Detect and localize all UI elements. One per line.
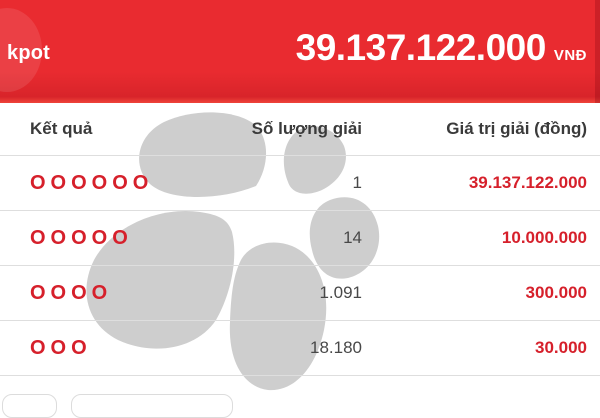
prize-count: 18.180 bbox=[310, 338, 362, 357]
prize-count: 14 bbox=[343, 228, 362, 247]
prize-count: 1.091 bbox=[319, 283, 362, 302]
prize-value: 39.137.122.000 bbox=[468, 173, 587, 192]
prize-value: 300.000 bbox=[525, 283, 587, 302]
match-circles: OOOO bbox=[30, 281, 113, 304]
prize-count: 1 bbox=[352, 173, 362, 192]
match-circles: OOOOO bbox=[30, 226, 133, 249]
jackpot-currency: VNĐ bbox=[553, 47, 587, 64]
jackpot-label: kpot bbox=[7, 42, 51, 64]
header-count: Số lượng giải bbox=[251, 119, 362, 138]
footer-button-large[interactable] bbox=[71, 394, 233, 418]
banner-right-edge bbox=[595, 0, 600, 103]
prize-value: 10.000.000 bbox=[501, 228, 587, 247]
footer-button-small[interactable] bbox=[2, 394, 57, 418]
jackpot-banner: kpot 39.137.122.000 VNĐ bbox=[0, 0, 600, 103]
match-circles: OOO bbox=[30, 336, 92, 359]
header-result: Kết quả bbox=[30, 119, 93, 138]
prize-table-header: Kết quả Số lượng giải Giá trị giải (đồng… bbox=[0, 103, 600, 156]
match-circles: OOOOOO bbox=[30, 171, 154, 194]
jackpot-amount: 39.137.122.000 bbox=[295, 27, 547, 68]
header-value: Giá trị giải (đồng) bbox=[446, 119, 587, 138]
prize-table: Kết quả Số lượng giải Giá trị giải (đồng… bbox=[0, 103, 600, 376]
jackpot-amount-row: 39.137.122.000 VNĐ bbox=[296, 27, 587, 69]
table-row: OOOOO 14 10.000.000 bbox=[0, 211, 600, 266]
table-row: OOOOOO 1 39.137.122.000 bbox=[0, 156, 600, 211]
table-row: OOOO 1.091 300.000 bbox=[0, 266, 600, 321]
table-row: OOO 18.180 30.000 bbox=[0, 321, 600, 376]
prize-value: 30.000 bbox=[535, 338, 587, 357]
